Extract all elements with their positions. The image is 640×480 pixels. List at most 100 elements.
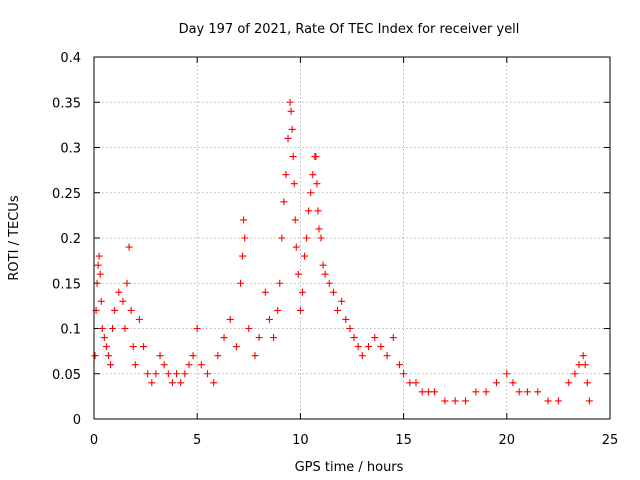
- data-point: [412, 379, 420, 387]
- y-tick-label: 0.2: [60, 232, 81, 247]
- x-tick-label: 10: [292, 433, 309, 448]
- data-point: [245, 325, 253, 332]
- data-point: [377, 343, 385, 351]
- data-point: [515, 388, 523, 396]
- data-point: [301, 252, 309, 260]
- data-point: [160, 361, 168, 369]
- data-point: [123, 279, 131, 287]
- data-point: [251, 352, 259, 360]
- data-point: [177, 379, 185, 387]
- data-point: [240, 216, 248, 224]
- data-point: [296, 306, 304, 314]
- data-point: [278, 234, 286, 242]
- data-point: [298, 288, 306, 296]
- data-point: [94, 261, 102, 269]
- data-point: [294, 270, 302, 278]
- data-point: [313, 180, 321, 188]
- data-point: [140, 343, 148, 351]
- data-point: [111, 306, 119, 314]
- data-point: [554, 397, 562, 405]
- data-point: [358, 352, 366, 360]
- x-tick-label: 25: [602, 433, 619, 448]
- data-point: [261, 288, 269, 296]
- data-point: [148, 379, 156, 387]
- data-point: [93, 279, 101, 287]
- data-point: [312, 153, 320, 161]
- data-point: [102, 343, 110, 351]
- data-point: [164, 370, 172, 378]
- data-point: [400, 370, 408, 378]
- series-roti: [91, 98, 593, 405]
- data-point: [98, 325, 106, 332]
- data-point: [115, 288, 123, 296]
- data-point: [583, 379, 591, 387]
- data-point: [107, 361, 115, 369]
- data-point: [125, 243, 133, 251]
- data-point: [100, 334, 108, 342]
- data-point: [395, 361, 403, 369]
- y-tick-label: 0.1: [60, 323, 81, 338]
- data-point: [389, 334, 397, 342]
- data-point: [282, 171, 290, 179]
- data-point: [204, 370, 212, 378]
- data-point: [284, 134, 292, 142]
- y-tick-label: 0.15: [52, 277, 81, 292]
- data-point: [193, 325, 201, 332]
- data-point: [280, 198, 288, 206]
- y-tick-label: 0.25: [52, 187, 81, 202]
- data-point: [214, 352, 222, 360]
- data-point: [431, 388, 439, 396]
- data-point: [109, 325, 117, 332]
- data-point: [226, 315, 234, 323]
- data-point: [131, 361, 139, 369]
- data-point: [104, 352, 112, 360]
- data-point: [290, 180, 298, 188]
- data-point: [95, 252, 103, 260]
- data-point: [197, 361, 205, 369]
- data-point: [371, 334, 379, 342]
- data-point: [127, 306, 135, 314]
- data-point: [383, 352, 391, 360]
- data-point: [97, 297, 105, 305]
- data-point: [239, 252, 247, 260]
- data-point: [581, 361, 589, 369]
- y-axis-label: ROTI / TECUs: [7, 195, 22, 280]
- data-point: [265, 315, 273, 323]
- data-point: [173, 370, 181, 378]
- data-point: [119, 297, 127, 305]
- data-point: [334, 306, 342, 314]
- data-point: [354, 343, 362, 351]
- data-point: [406, 379, 414, 387]
- data-point: [185, 361, 193, 369]
- data-point: [534, 388, 542, 396]
- data-point: [565, 379, 573, 387]
- data-point: [338, 297, 346, 305]
- data-point: [509, 379, 517, 387]
- data-point: [441, 397, 449, 405]
- data-point: [135, 315, 143, 323]
- y-tick-label: 0: [73, 413, 81, 428]
- data-point: [329, 288, 337, 296]
- data-point: [96, 270, 104, 278]
- data-point: [270, 334, 278, 342]
- data-point: [305, 207, 313, 215]
- data-point: [152, 370, 160, 378]
- data-point: [315, 225, 323, 233]
- data-point: [472, 388, 480, 396]
- data-point: [342, 315, 350, 323]
- x-tick-label: 20: [499, 433, 516, 448]
- x-tick-label: 5: [193, 433, 201, 448]
- chart-title: Day 197 of 2021, Rate Of TEC Index for r…: [179, 22, 520, 37]
- grid-lines: [94, 57, 610, 419]
- data-point: [276, 279, 284, 287]
- data-point: [325, 279, 333, 287]
- data-point: [424, 388, 432, 396]
- data-point: [287, 107, 295, 115]
- y-tick-label: 0.35: [52, 96, 81, 111]
- data-point: [168, 379, 176, 387]
- data-point: [255, 334, 263, 342]
- data-point: [575, 361, 583, 369]
- data-point: [365, 343, 373, 351]
- data-point: [156, 352, 164, 360]
